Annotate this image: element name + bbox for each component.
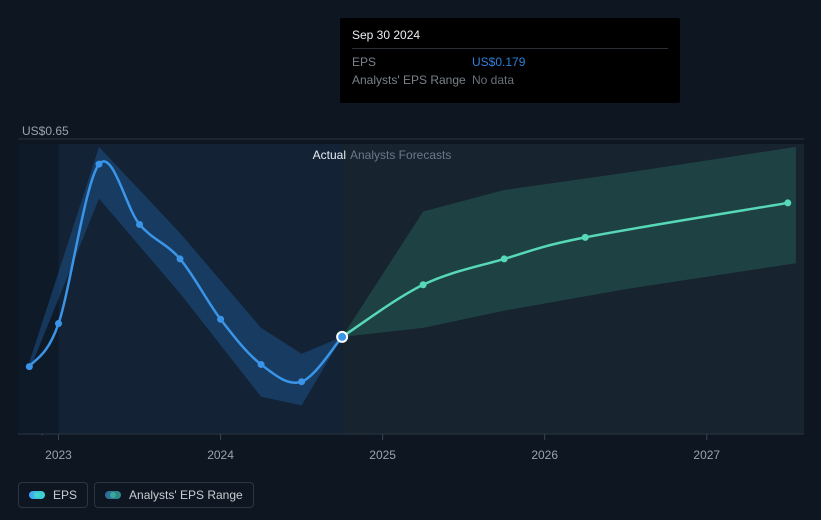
legend-item[interactable]: EPS [18,482,88,508]
x-axis: 2023 2024 2025 2026 2027 [18,448,804,468]
section-label-forecast: Analysts Forecasts [350,148,451,162]
tooltip-row-label: Analysts' EPS Range [352,73,472,87]
tooltip-row-value: No data [472,73,514,87]
x-axis-tick: 2027 [693,448,720,462]
tooltip-row: Analysts' EPS RangeNo data [352,71,668,89]
legend-swatch-icon [29,491,45,499]
x-axis-tick: 2025 [369,448,396,462]
tooltip-row-label: EPS [352,55,472,69]
tooltip-date: Sep 30 2024 [352,28,668,49]
legend: EPS Analysts' EPS Range [18,482,254,508]
legend-item[interactable]: Analysts' EPS Range [94,482,254,508]
x-axis-tick: 2026 [531,448,558,462]
x-axis-tick: 2023 [45,448,72,462]
eps-chart [18,124,804,444]
x-axis-tick: 2024 [207,448,234,462]
chart-area[interactable] [18,124,804,444]
tooltip-row-value: US$0.179 [472,55,525,69]
tooltip-row: EPSUS$0.179 [352,53,668,71]
section-labels: Actual Analysts Forecasts [18,148,804,166]
legend-label: EPS [53,488,77,502]
legend-label: Analysts' EPS Range [129,488,243,502]
section-label-actual: Actual [313,148,346,162]
legend-swatch-icon [105,491,121,499]
chart-tooltip: Sep 30 2024 EPSUS$0.179Analysts' EPS Ran… [340,18,680,103]
